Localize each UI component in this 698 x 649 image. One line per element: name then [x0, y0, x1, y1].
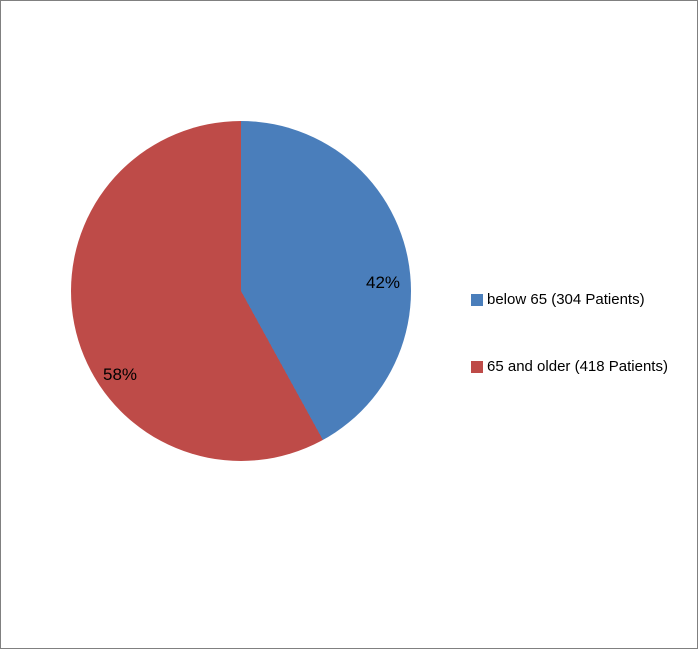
- pie-graphic: [71, 121, 411, 461]
- legend-item-below-65: below 65 (304 Patients): [471, 291, 668, 308]
- legend-item-65-older: 65 and older (418 Patients): [471, 358, 668, 375]
- slice-label-65-older: 58%: [103, 365, 137, 385]
- pie-chart-container: 42% 58% below 65 (304 Patients) 65 and o…: [0, 0, 698, 649]
- legend-label-65-older: 65 and older (418 Patients): [487, 358, 668, 375]
- slice-label-below-65: 42%: [366, 273, 400, 293]
- pie-chart: [71, 121, 411, 461]
- legend-swatch-below-65: [471, 294, 483, 306]
- legend-label-below-65: below 65 (304 Patients): [487, 291, 645, 308]
- legend: below 65 (304 Patients) 65 and older (41…: [471, 291, 668, 425]
- legend-swatch-65-older: [471, 361, 483, 373]
